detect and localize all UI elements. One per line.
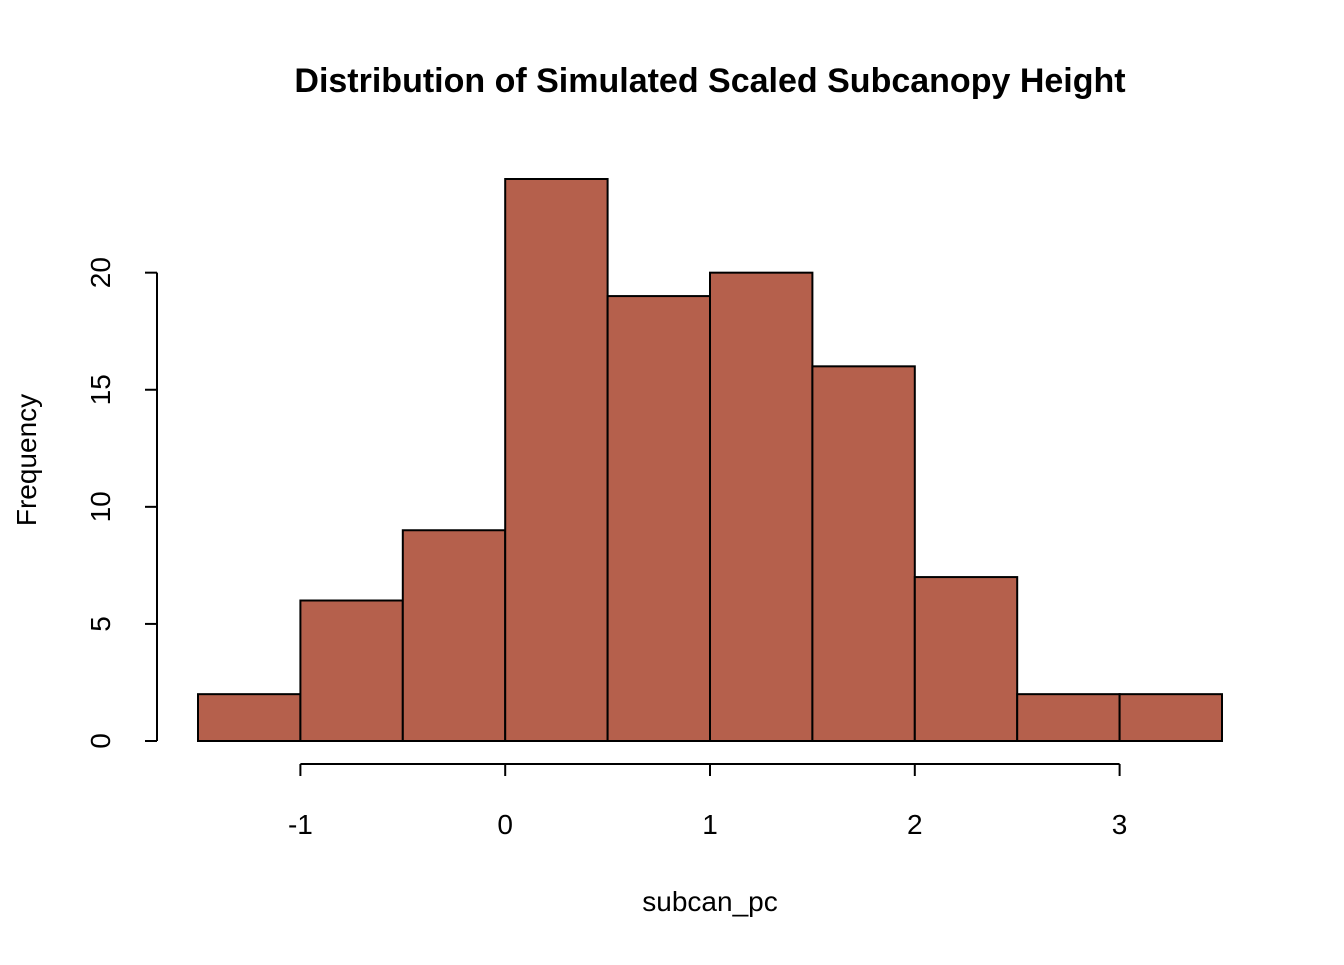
x-axis-label: subcan_pc bbox=[642, 886, 777, 917]
histogram-bar-4 bbox=[504, 178, 609, 742]
histogram-bar-6 bbox=[709, 271, 814, 742]
bars-layer bbox=[197, 178, 1223, 743]
histogram-bar-2 bbox=[299, 599, 404, 742]
histogram-bar-1 bbox=[197, 693, 302, 743]
y-tick-label: 20 bbox=[85, 257, 116, 288]
y-axis-label: Frequency bbox=[11, 394, 42, 526]
x-tick-label: 1 bbox=[702, 809, 718, 840]
histogram-bar-7 bbox=[811, 365, 916, 742]
y-axis: 0 5 10 15 20 bbox=[85, 257, 158, 749]
histogram-bar-9 bbox=[1016, 693, 1121, 743]
histogram-bar-3 bbox=[401, 529, 507, 742]
y-tick-label: 5 bbox=[85, 616, 116, 632]
x-tick-label: 3 bbox=[1112, 809, 1128, 840]
y-tick-label: 15 bbox=[85, 374, 116, 405]
x-tick-label: 0 bbox=[497, 809, 513, 840]
y-tick-label: 0 bbox=[85, 733, 116, 749]
y-tick-label: 10 bbox=[85, 491, 116, 522]
histogram-bar-5 bbox=[606, 295, 711, 742]
histogram-bar-8 bbox=[913, 576, 1019, 742]
x-axis: -1 0 1 2 3 bbox=[288, 763, 1128, 840]
x-tick-label: -1 bbox=[288, 809, 313, 840]
x-tick-label: 2 bbox=[907, 809, 923, 840]
chart-title: Distribution of Simulated Scaled Subcano… bbox=[294, 62, 1125, 100]
histogram-bar-10 bbox=[1118, 693, 1223, 743]
